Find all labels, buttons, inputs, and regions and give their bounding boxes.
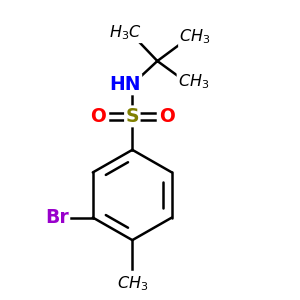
- Text: $CH_3$: $CH_3$: [179, 28, 211, 46]
- Text: HN: HN: [109, 75, 141, 94]
- Text: S: S: [126, 107, 139, 126]
- Text: $H_3C$: $H_3C$: [109, 23, 141, 42]
- Text: Br: Br: [45, 208, 69, 227]
- Text: O: O: [159, 107, 175, 126]
- Text: $CH_3$: $CH_3$: [178, 72, 209, 91]
- Text: $CH_3$: $CH_3$: [117, 274, 148, 293]
- Text: O: O: [90, 107, 106, 126]
